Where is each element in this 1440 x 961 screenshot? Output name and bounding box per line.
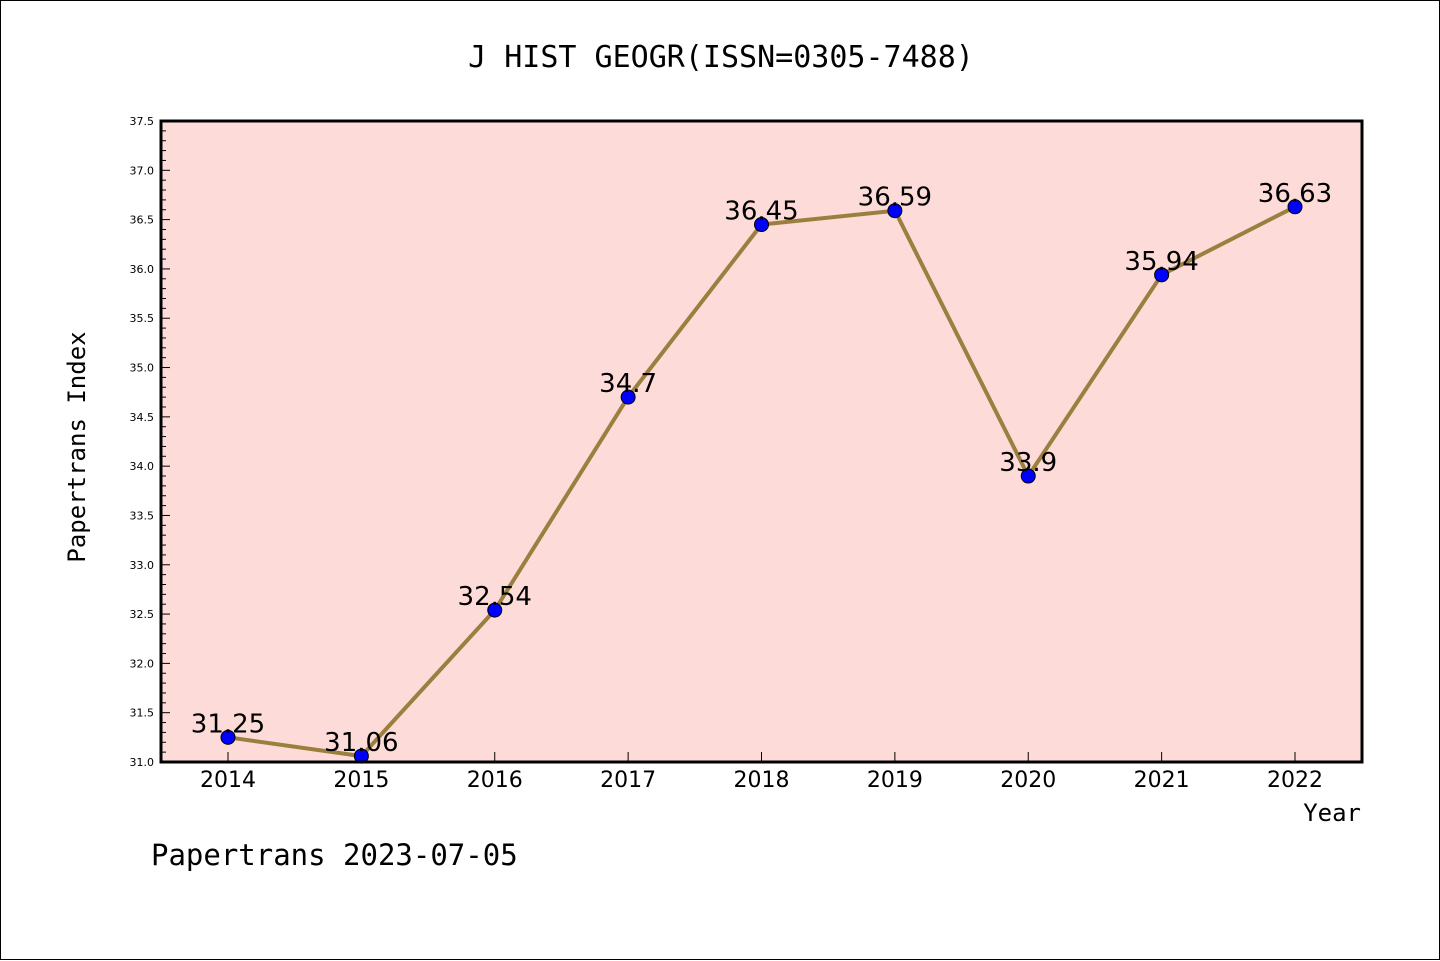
- y-axis-ticks: 31.0 31.5 32.0 32.5 33.0 33.5 34.0 34.5 35.0 35.5…: [130, 115, 170, 769]
- y-tick-label: 32.5: [130, 608, 155, 621]
- y-tick-label: 31.0: [130, 756, 155, 769]
- data-label: 35.94: [1124, 247, 1198, 277]
- y-tick-label: 34.5: [130, 411, 155, 424]
- x-tick-label: 2020: [1000, 768, 1056, 793]
- x-tick-label: 2014: [200, 768, 256, 793]
- y-tick-label: 33.5: [130, 509, 155, 522]
- y-tick-label: 33.0: [130, 559, 155, 572]
- data-point: [1287, 199, 1303, 215]
- x-tick-label: 2019: [867, 768, 923, 793]
- data-point: [1020, 468, 1036, 484]
- x-tick-label: 2022: [1267, 768, 1323, 793]
- x-tick-label: 2021: [1134, 768, 1190, 793]
- data-point: [1154, 267, 1170, 283]
- data-point: [754, 217, 769, 233]
- x-tick-label: 2015: [333, 768, 389, 793]
- data-label: 36.59: [858, 183, 932, 213]
- y-axis-label: Papertrans Index: [63, 331, 91, 562]
- data-point: [620, 389, 636, 405]
- y-tick-label: 32.0: [130, 657, 155, 670]
- data-point: [887, 203, 903, 219]
- data-label: 34.7: [599, 369, 657, 399]
- data-label: 36.45: [724, 197, 798, 227]
- footer-text: Papertrans 2023-07-05: [151, 838, 518, 872]
- x-tick-label: 2018: [734, 768, 790, 793]
- x-tick-label: 2017: [600, 768, 656, 793]
- data-label: 36.63: [1258, 179, 1332, 209]
- y-tick-label: 35.5: [130, 312, 155, 325]
- data-point: [487, 602, 503, 618]
- data-labels-layer: 31.25 31.06 32.54 34.7 36.45 36.59 33.9 35.94 36…: [191, 179, 1332, 758]
- y-tick-label: 36.5: [130, 214, 155, 227]
- data-label: 32.54: [458, 582, 532, 612]
- data-label: 33.9: [999, 448, 1057, 478]
- x-tick-label: 2016: [467, 768, 523, 793]
- y-tick-label: 37.0: [130, 164, 155, 177]
- plot-frame: [159, 119, 1364, 764]
- data-point: [220, 729, 236, 745]
- x-axis-ticks: 2014 2015 2016 2017 2018 2019 2020 2021 2022: [200, 752, 1323, 793]
- series-layer: [220, 199, 1303, 764]
- y-tick-label: 37.5: [130, 115, 155, 128]
- data-label: 31.06: [324, 728, 398, 758]
- y-tick-label: 34.0: [130, 460, 155, 473]
- y-tick-label: 36.0: [130, 263, 155, 276]
- y-tick-label: 35.0: [130, 362, 155, 375]
- data-label: 31.25: [191, 709, 265, 739]
- chart-title: J HIST GEOGR(ISSN=0305-7488): [468, 40, 974, 75]
- y-tick-label: 31.5: [130, 707, 155, 720]
- x-axis-label: Year: [1303, 799, 1361, 827]
